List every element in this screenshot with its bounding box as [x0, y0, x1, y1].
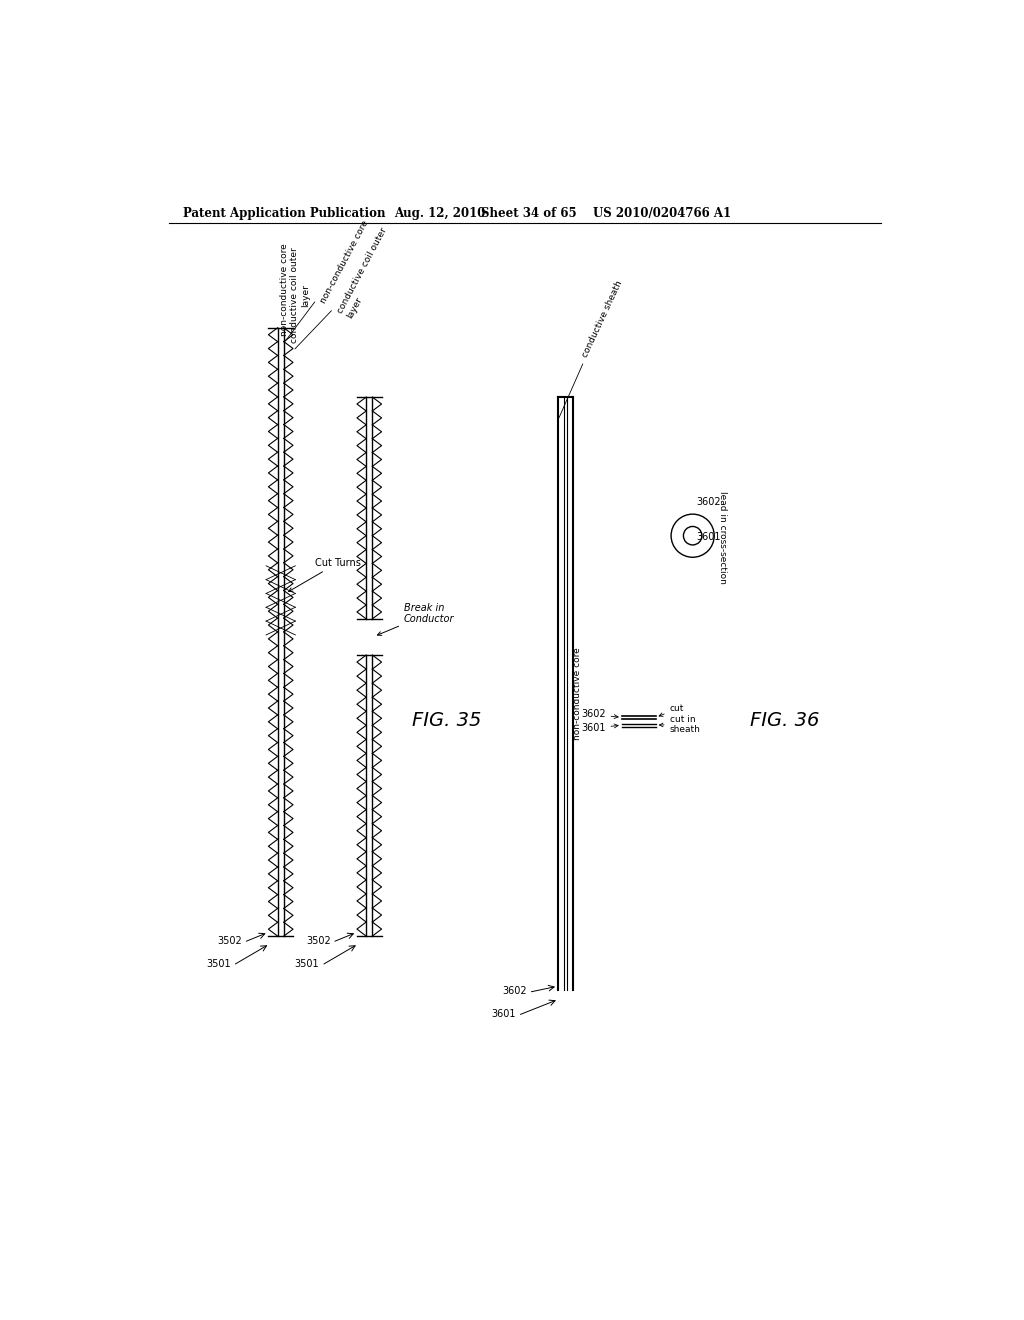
Text: non-conductive core: non-conductive core	[572, 647, 582, 741]
Text: US 2010/0204766 A1: US 2010/0204766 A1	[593, 207, 731, 220]
Text: Patent Application Publication: Patent Application Publication	[183, 207, 385, 220]
Text: 3502: 3502	[217, 936, 243, 946]
Text: FIG. 35: FIG. 35	[412, 711, 481, 730]
Text: lead in cross-section: lead in cross-section	[718, 491, 727, 583]
Text: 3601: 3601	[492, 1008, 515, 1019]
Text: 3501: 3501	[295, 958, 319, 969]
Text: 3601: 3601	[581, 723, 618, 733]
Text: cut in
sheath: cut in sheath	[659, 714, 700, 734]
Text: cut: cut	[659, 705, 684, 717]
Text: non-conductive core: non-conductive core	[280, 243, 289, 335]
Text: Break in
Conductor: Break in Conductor	[378, 603, 455, 635]
Text: FIG. 36: FIG. 36	[751, 711, 820, 730]
Text: 3602: 3602	[696, 496, 721, 507]
Text: 3501: 3501	[206, 958, 230, 969]
Text: non-conductive core: non-conductive core	[286, 219, 371, 341]
Text: conductive coil outer
layer: conductive coil outer layer	[295, 227, 398, 348]
Text: 3502: 3502	[306, 936, 331, 946]
Text: 3602: 3602	[503, 986, 527, 995]
Text: conductive sheath: conductive sheath	[559, 279, 625, 417]
Text: conductive coil outer
layer: conductive coil outer layer	[290, 247, 309, 343]
Text: Sheet 34 of 65: Sheet 34 of 65	[481, 207, 577, 220]
Text: Aug. 12, 2010: Aug. 12, 2010	[394, 207, 485, 220]
Text: 3601: 3601	[696, 532, 721, 541]
Text: 3602: 3602	[581, 709, 618, 719]
Text: Cut Turns: Cut Turns	[289, 557, 361, 591]
